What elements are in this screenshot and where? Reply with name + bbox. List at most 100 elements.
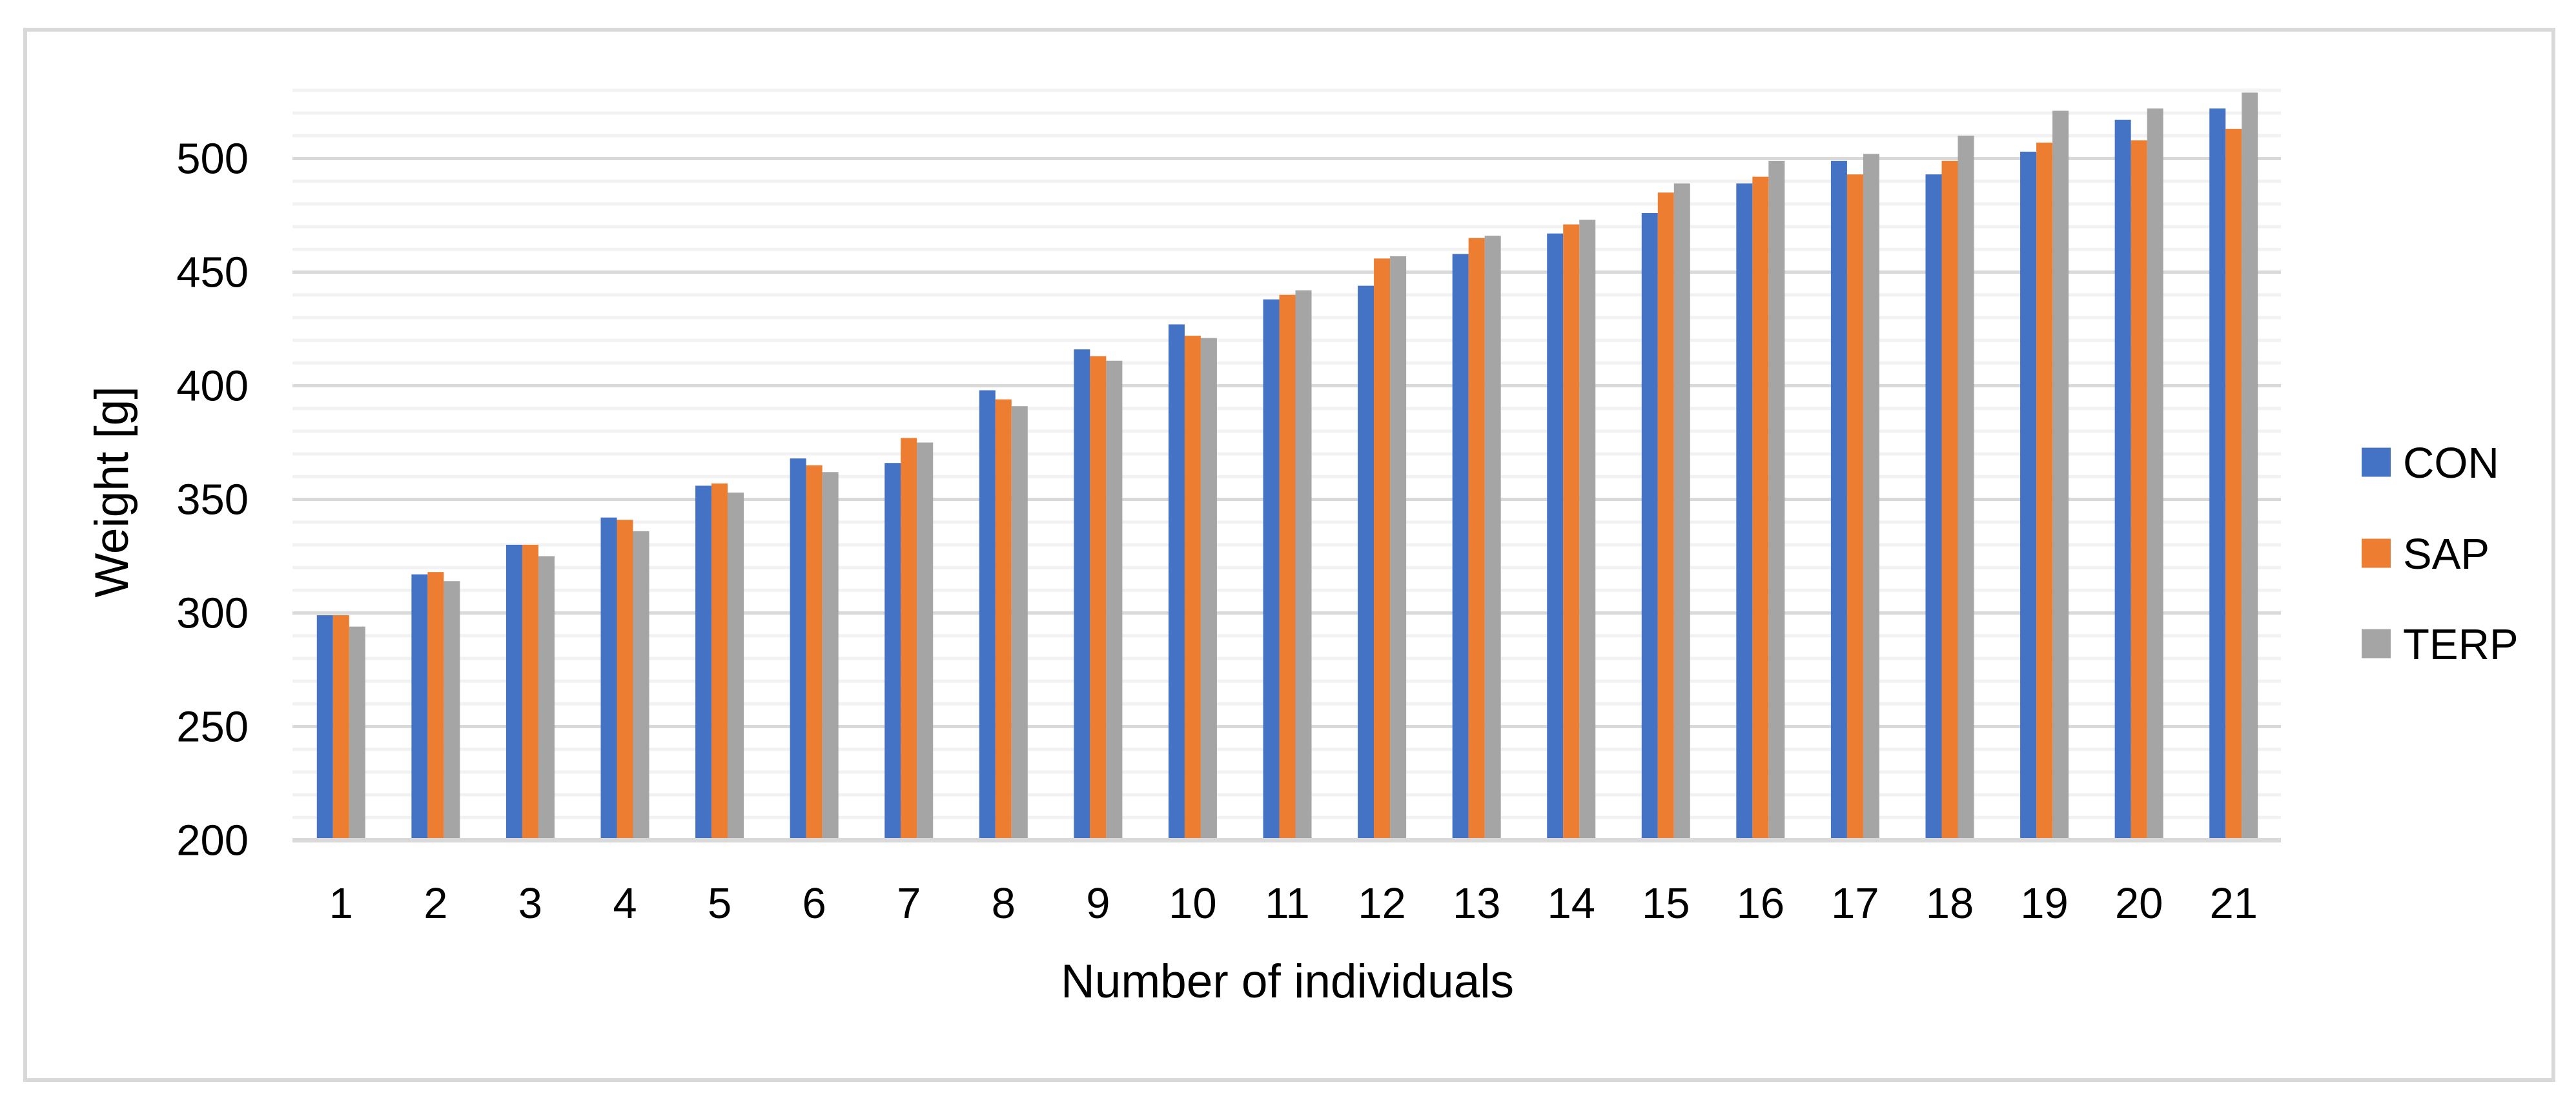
bar-con-20 <box>2114 119 2131 838</box>
bar-sap-21 <box>2225 128 2242 839</box>
bar-con-13 <box>1452 254 1469 839</box>
bar-sap-12 <box>1374 258 1391 838</box>
bar-con-2 <box>411 574 428 838</box>
x-tick-label: 4 <box>613 879 637 928</box>
x-tick-label: 12 <box>1358 879 1406 928</box>
bar-terp-3 <box>538 556 555 838</box>
bar-sap-8 <box>995 399 1012 838</box>
y-tick-label: 300 <box>176 589 249 638</box>
bar-terp-13 <box>1484 236 1501 838</box>
bar-con-10 <box>1168 324 1185 839</box>
x-tick-label: 6 <box>802 879 826 928</box>
bar-con-16 <box>1736 183 1753 839</box>
y-tick-label: 500 <box>176 135 249 183</box>
bar-sap-11 <box>1279 294 1296 838</box>
bar-terp-8 <box>1011 406 1028 838</box>
bar-con-1 <box>316 615 333 838</box>
chart-border <box>23 28 2555 1082</box>
bar-sap-3 <box>522 544 538 838</box>
bar-con-11 <box>1263 299 1280 838</box>
bar-terp-21 <box>2242 92 2258 838</box>
bar-sap-14 <box>1563 224 1580 839</box>
bar-terp-7 <box>917 442 934 838</box>
x-tick-label: 18 <box>1926 879 1974 928</box>
bar-sap-16 <box>1752 176 1769 838</box>
bar-terp-5 <box>728 492 744 838</box>
x-axis-title: Number of individuals <box>1061 955 1514 1008</box>
x-tick-label: 11 <box>1265 879 1310 928</box>
legend-label-sap: SAP <box>2403 530 2489 578</box>
bar-con-4 <box>600 517 617 838</box>
x-tick-label: 14 <box>1547 879 1595 928</box>
bar-sap-9 <box>1090 356 1107 838</box>
x-tick-label: 8 <box>992 879 1016 928</box>
x-tick-label: 15 <box>1642 879 1690 928</box>
legend: CON SAP TERP <box>2362 439 2519 669</box>
x-tick-label: 19 <box>2020 879 2069 928</box>
bar-terp-1 <box>349 626 365 838</box>
x-axis-labels: 1 2 3 4 5 6 7 8 9 10 11 12 13 14 15 16 17 18 19 20 21 <box>329 879 2258 928</box>
bar-terp-16 <box>1768 161 1785 838</box>
legend-swatch-sap <box>2362 538 2391 568</box>
bar-con-3 <box>506 544 522 838</box>
x-tick-label: 2 <box>424 879 447 928</box>
y-tick-label: 200 <box>176 817 249 865</box>
bar-terp-6 <box>822 472 839 838</box>
bar-terp-2 <box>444 581 460 838</box>
bar-con-21 <box>2209 108 2226 838</box>
bar-con-15 <box>1641 212 1658 839</box>
y-tick-label: 250 <box>176 703 249 751</box>
x-tick-label: 1 <box>329 879 353 928</box>
legend-label-terp: TERP <box>2403 620 2519 669</box>
bar-terp-14 <box>1579 219 1596 838</box>
bar-sap-4 <box>617 520 633 838</box>
bar-sap-7 <box>901 438 917 838</box>
bar-con-7 <box>884 463 901 838</box>
x-tick-label: 13 <box>1453 879 1501 928</box>
x-tick-label: 9 <box>1086 879 1110 928</box>
bars <box>316 92 2258 839</box>
y-tick-label: 400 <box>176 362 249 411</box>
x-tick-label: 17 <box>1831 879 1879 928</box>
x-tick-label: 21 <box>2209 879 2258 928</box>
y-tick-label: 450 <box>176 249 249 297</box>
bar-terp-9 <box>1106 360 1123 838</box>
bar-sap-5 <box>711 483 728 838</box>
bar-terp-11 <box>1295 290 1312 838</box>
bar-terp-19 <box>2052 110 2069 839</box>
bar-sap-20 <box>2131 140 2147 839</box>
y-tick-label: 350 <box>176 476 249 524</box>
bar-sap-18 <box>1941 161 1958 838</box>
x-tick-label: 5 <box>708 879 731 928</box>
bar-sap-17 <box>1846 174 1863 838</box>
x-tick-label: 10 <box>1169 879 1217 928</box>
bar-con-5 <box>695 485 712 838</box>
x-tick-label: 20 <box>2115 879 2163 928</box>
bar-sap-2 <box>427 572 444 838</box>
bar-con-12 <box>1358 285 1375 838</box>
bar-sap-15 <box>1657 192 1674 838</box>
bar-terp-12 <box>1390 256 1407 838</box>
bar-terp-4 <box>633 531 649 838</box>
x-tick-label: 16 <box>1737 879 1785 928</box>
x-tick-label: 3 <box>518 879 542 928</box>
bar-sap-6 <box>806 465 823 838</box>
legend-swatch-con <box>2362 447 2391 477</box>
bar-sap-1 <box>332 615 349 838</box>
bar-con-14 <box>1547 233 1564 838</box>
x-tick-label: 7 <box>897 879 921 928</box>
y-axis-title: Weight [g] <box>86 386 138 597</box>
legend-swatch-terp <box>2362 629 2391 658</box>
bar-con-18 <box>1925 174 1942 838</box>
bar-sap-19 <box>2036 142 2053 839</box>
bar-con-6 <box>790 458 806 838</box>
legend-label-con: CON <box>2403 439 2499 487</box>
bar-con-9 <box>1074 349 1090 838</box>
bar-terp-18 <box>1958 136 1974 838</box>
bar-sap-13 <box>1468 238 1485 838</box>
bar-terp-10 <box>1200 338 1217 838</box>
y-axis-labels: 200 250 300 350 400 450 500 <box>176 135 249 865</box>
bar-terp-20 <box>2147 108 2163 838</box>
